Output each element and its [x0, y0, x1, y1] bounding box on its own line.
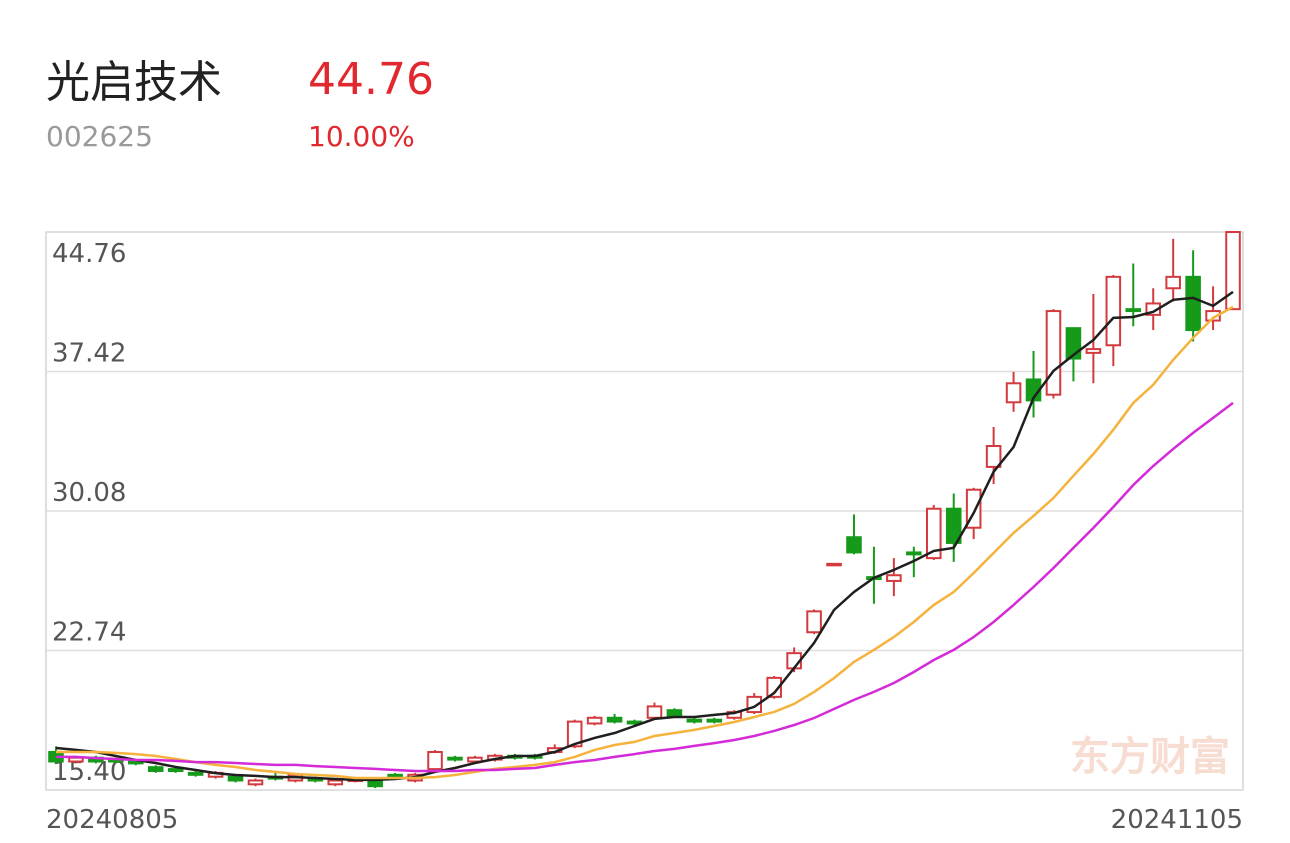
candle-body — [1005, 382, 1022, 404]
y-tick-label: 44.76 — [52, 239, 126, 269]
moving-average-line — [56, 305, 1234, 780]
candle-body — [1185, 275, 1201, 332]
candle-body — [447, 756, 463, 761]
candle-body — [606, 716, 623, 723]
candle-body — [1205, 310, 1221, 322]
y-tick-label: 30.08 — [52, 478, 126, 508]
candle-body — [1105, 275, 1122, 347]
candle-body — [706, 718, 723, 723]
candle-body — [147, 766, 164, 772]
watermark: 东方财富 — [1070, 734, 1230, 780]
candle-body — [766, 676, 782, 698]
candle-body — [427, 750, 443, 771]
x-tick-label: 20241105 — [1111, 805, 1243, 835]
candle-body — [646, 705, 663, 719]
stock-code: 002625 — [46, 120, 153, 153]
candle-body — [367, 779, 383, 788]
candle-body — [227, 775, 244, 782]
moving-average-line — [55, 290, 1234, 782]
stock-price: 44.76 — [308, 54, 434, 105]
y-tick-label: 37.42 — [52, 339, 126, 369]
candle-body — [167, 768, 184, 772]
candle-body — [925, 507, 942, 560]
candle-body — [1225, 231, 1241, 311]
moving-average-line — [56, 401, 1234, 773]
price-change: 10.00% — [308, 120, 415, 153]
candle-body — [1125, 308, 1142, 313]
candle-body — [826, 562, 842, 567]
candle-body — [1045, 310, 1062, 396]
candle-body — [327, 779, 344, 786]
candle-body — [387, 773, 403, 778]
candle-body — [806, 610, 822, 634]
candle-body — [985, 445, 1002, 468]
candle-body — [187, 771, 204, 776]
candle-body — [586, 716, 603, 725]
candle-body — [247, 779, 264, 786]
x-tick-label: 20240805 — [46, 805, 178, 835]
candle-body — [945, 507, 962, 544]
candle-body — [1165, 275, 1181, 290]
candle-body — [467, 756, 483, 763]
candle-body — [906, 551, 922, 556]
candle-body — [886, 574, 902, 582]
candle-body — [686, 718, 703, 723]
candle-body — [666, 709, 683, 717]
candle-body — [127, 760, 144, 765]
candle-body — [1085, 348, 1102, 354]
candle-body — [566, 720, 583, 748]
y-tick-label: 22.74 — [52, 618, 126, 648]
stock-name: 光启技术 — [46, 57, 222, 108]
candle-body — [846, 536, 862, 554]
